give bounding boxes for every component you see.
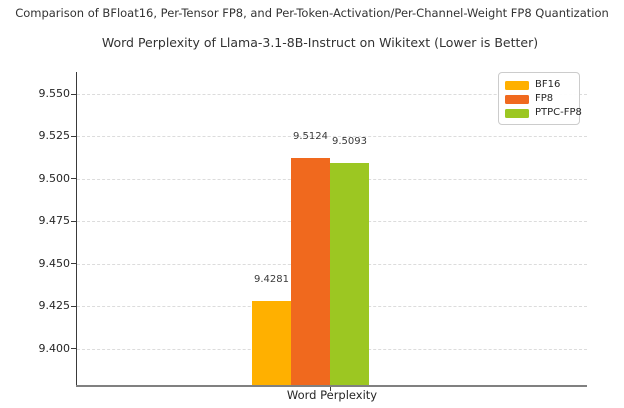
y-tick-label: 9.525: [38, 129, 71, 143]
y-tick-mark: [71, 220, 76, 222]
legend-row: PTPC-FP8: [505, 106, 582, 120]
y-axis-spine: [76, 72, 77, 386]
x-axis-spine: [76, 385, 587, 387]
legend-label: FP8: [535, 93, 554, 104]
bar-value-label: 9.5093: [332, 136, 367, 148]
bar-value-label: 9.4281: [254, 273, 289, 285]
x-axis-label: Word Perplexity: [286, 388, 378, 402]
gridline: [77, 136, 587, 138]
plot-area: [77, 72, 587, 386]
y-tick-mark: [71, 93, 76, 95]
x-tick-mark: [330, 387, 331, 391]
y-tick-mark: [71, 348, 76, 350]
legend-row: FP8: [505, 92, 575, 106]
legend-label: BF16: [535, 79, 561, 90]
gridline: [77, 94, 587, 96]
bar-ptpc-fp8: [330, 163, 369, 386]
y-tick-label: 9.400: [38, 341, 71, 355]
legend-row: BF16: [505, 78, 575, 92]
y-tick-label: 9.425: [38, 299, 71, 313]
y-tick-label: 9.500: [38, 171, 71, 185]
y-tick-mark: [71, 263, 76, 265]
chart-title: Word Perplexity of Llama-3.1-8B-Instruct…: [101, 35, 539, 50]
y-tick-label: 9.450: [38, 256, 71, 270]
bar-bf16: [252, 300, 291, 386]
legend: BF16 FP8 PTPC-FP8: [498, 72, 582, 125]
bar-value-label: 9.5124: [293, 130, 328, 142]
legend-swatch-ptpc-fp8: [505, 108, 529, 118]
bar-fp8: [291, 157, 330, 386]
y-tick-mark: [71, 178, 76, 180]
figure-suptitle: Comparison of BFloat16, Per-Tensor FP8, …: [15, 6, 609, 20]
y-tick-mark: [71, 135, 76, 137]
y-tick-label: 9.475: [38, 214, 71, 228]
y-tick-mark: [71, 305, 76, 307]
legend-swatch-bf16: [505, 80, 529, 90]
legend-label: PTPC-FP8: [535, 107, 582, 118]
y-tick-label: 9.550: [38, 87, 71, 101]
legend-swatch-fp8: [505, 94, 529, 104]
